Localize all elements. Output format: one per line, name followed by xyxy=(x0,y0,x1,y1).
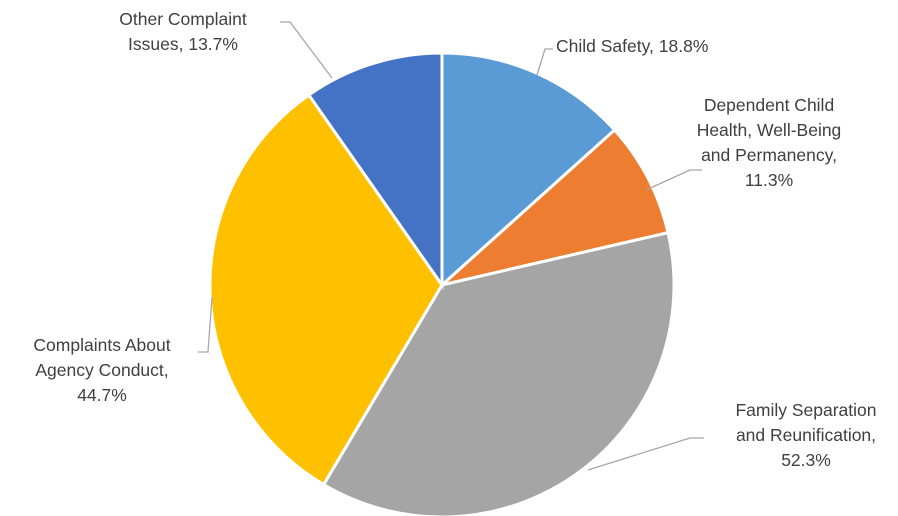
data-label-line: Agency Conduct, xyxy=(35,360,168,380)
data-label-line: Issues, 13.7% xyxy=(128,34,238,54)
slice-complaints-about-agency-conduct xyxy=(208,92,444,487)
data-labels: Child Safety, 18.8% Dependent Child Health… xyxy=(33,9,877,471)
slice-other-complaint-issues xyxy=(306,51,444,290)
data-label-dependent-child-health-well-being-and-permanency: Dependent Child Health, Well-Being and Per… xyxy=(697,95,842,190)
slice-child-safety xyxy=(440,51,617,289)
data-label-family-separation-and-reunification: Family Separation and Reunification, 52.3% xyxy=(735,400,876,470)
leader-line-other-complaint-issues xyxy=(280,21,333,79)
data-label-other-complaint-issues: Other Complaint Issues, 13.7% xyxy=(119,9,247,54)
data-label-line: 52.3% xyxy=(781,450,831,470)
pie-slices xyxy=(208,51,676,516)
leader-line-family-separation-and-reunification xyxy=(587,437,704,471)
data-label-line: Health, Well-Being xyxy=(697,120,842,140)
data-label-line: 11.3% xyxy=(745,170,793,190)
leader-line-child-safety xyxy=(536,48,553,76)
leader-line-dependent-child-health-well-being-and-permanency xyxy=(645,169,702,191)
data-label-line: Child Safety, 18.8% xyxy=(556,36,708,56)
slice-family-separation-and-reunification xyxy=(321,230,676,516)
data-label-line: and Reunification, xyxy=(736,425,876,445)
data-label-line: Other Complaint xyxy=(119,9,247,29)
slice-dependent-child-health-well-being-and-permanency xyxy=(440,127,670,287)
data-label-line: Complaints About xyxy=(33,335,170,355)
data-label-line: 44.7% xyxy=(77,385,127,405)
data-label-line: and Permanency, xyxy=(701,145,837,165)
data-label-complaints-about-agency-conduct: Complaints About Agency Conduct, 44.7% xyxy=(33,335,170,405)
data-label-child-safety: Child Safety, 18.8% xyxy=(556,36,708,56)
leader-line-complaints-about-agency-conduct xyxy=(198,296,213,353)
data-label-line: Family Separation xyxy=(735,400,876,420)
data-label-line: Dependent Child xyxy=(704,95,834,115)
